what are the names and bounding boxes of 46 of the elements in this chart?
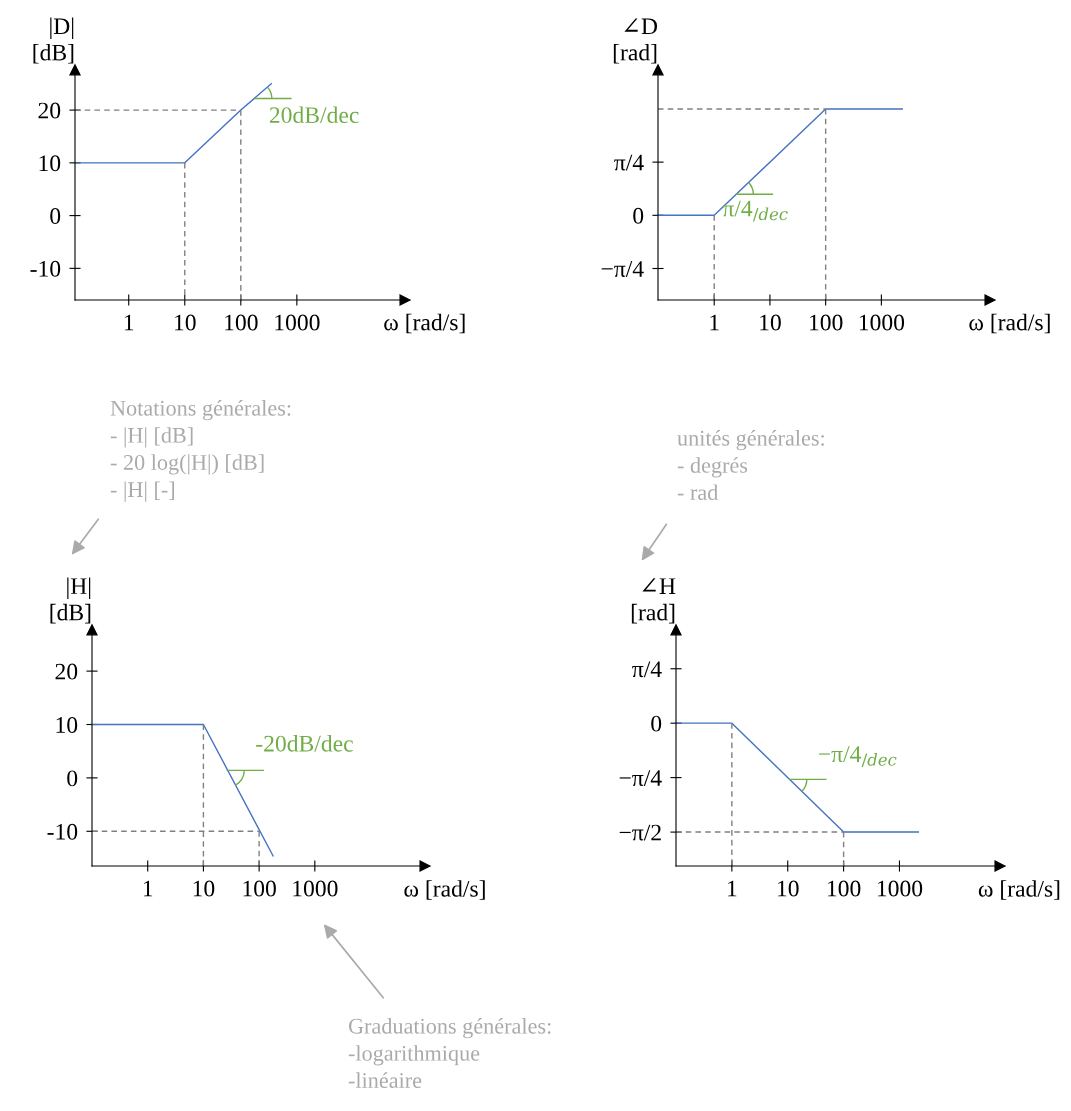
x-tick-label: 100 — [827, 880, 861, 897]
y-tick-label: -10 — [30, 260, 61, 277]
annotation: π/4$_{/dec}$ — [722, 200, 788, 222]
x-tick-label: 1000 — [859, 314, 905, 331]
x-tick-label: 10 — [193, 880, 215, 897]
y-tick-label: 10 — [39, 155, 61, 172]
annotation: −π/4$_{/dec}$ — [819, 746, 897, 768]
annotation: -20dB/dec — [256, 735, 353, 752]
text: Graduations générales: -logarithmique -linéaire — [348, 1018, 551, 1088]
y-tick-label: −π/4 — [601, 261, 644, 277]
y-tick-label: 0 — [67, 770, 78, 787]
x-tick-label: 100 — [225, 314, 258, 331]
y-tick-label: 0 — [651, 715, 662, 732]
x-tick-label: 1 — [143, 880, 153, 897]
y-tick-label: -10 — [47, 823, 78, 840]
y-tick-label: 0 — [50, 208, 61, 225]
y-tick-label: −π/2 — [619, 824, 661, 841]
text: Notations générales: - |H| [dB] - 20 log(|H|) [dB] - |H| [-] — [110, 400, 291, 502]
y-tick-label: 20 — [55, 663, 78, 680]
y-tick-label: −π/4 — [619, 770, 662, 787]
annotation: 20dB/dec — [269, 106, 359, 124]
y-tick-label: 10 — [56, 717, 78, 733]
y-tick-label: 20 — [38, 102, 61, 119]
y-tick-label: π/4 — [614, 154, 644, 171]
x-tick-label: 10 — [175, 314, 196, 331]
x-tick-label: 100 — [243, 880, 276, 897]
y-axis-title: |H| [dB] — [50, 577, 91, 624]
y-axis-title: ∠D [rad] — [613, 18, 658, 64]
x-tick-label: 1 — [710, 314, 719, 331]
x-axis-title: ω [rad/s] — [969, 313, 1050, 334]
x-tick-label: 1 — [124, 314, 134, 331]
x-tick-label: 10 — [778, 880, 799, 897]
x-tick-label: 10 — [760, 314, 781, 331]
x-axis-title: ω [rad/s] — [404, 880, 485, 900]
x-axis-title: ω [rad/s] — [384, 313, 465, 334]
y-tick-label: π/4 — [632, 661, 662, 678]
x-tick-label: 1000 — [275, 314, 320, 331]
x-tick-label: 1 — [728, 880, 737, 897]
x-tick-label: 1000 — [877, 880, 923, 897]
y-tick-label: 0 — [633, 207, 644, 224]
text: unités générales: - degrés - rad — [677, 430, 824, 501]
y-axis-title: ∠H [rad] — [631, 578, 676, 624]
x-tick-label: 100 — [810, 314, 843, 331]
y-axis-title: |D| [dB] — [33, 17, 74, 64]
x-axis-title: ω [rad/s] — [978, 880, 1060, 900]
x-tick-label: 1000 — [293, 880, 338, 897]
